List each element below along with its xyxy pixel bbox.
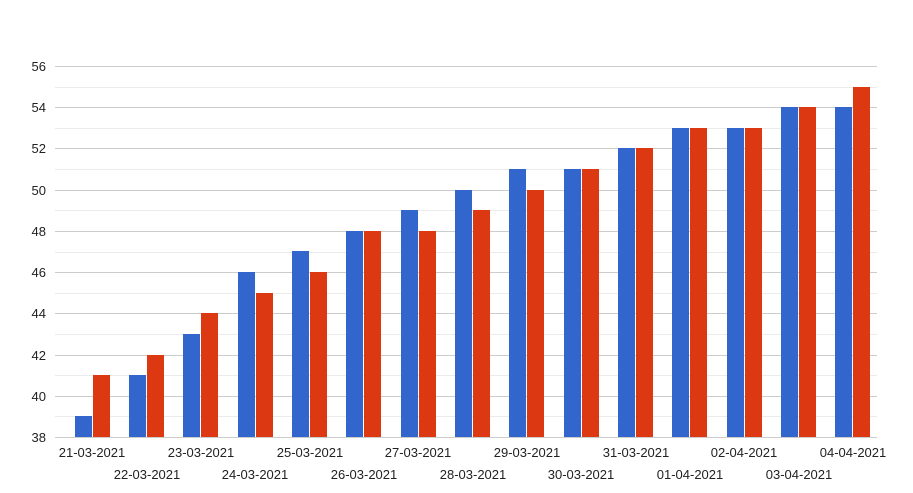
red-series-bar[interactable] bbox=[147, 355, 164, 437]
red-series-bar[interactable] bbox=[636, 148, 653, 437]
x-axis-label: 22-03-2021 bbox=[113, 467, 181, 482]
red-series-bar[interactable] bbox=[310, 272, 327, 437]
blue-series-bar[interactable] bbox=[672, 128, 689, 437]
blue-series-bar[interactable] bbox=[618, 148, 635, 437]
x-axis-label: 30-03-2021 bbox=[547, 467, 615, 482]
y-axis-label: 38 bbox=[31, 430, 46, 445]
blue-series-bar[interactable] bbox=[455, 190, 472, 437]
x-axis-label: 02-04-2021 bbox=[710, 445, 778, 460]
blue-series-bar[interactable] bbox=[129, 375, 146, 437]
blue-series-bar[interactable] bbox=[564, 169, 581, 437]
y-axis-label: 52 bbox=[31, 141, 46, 156]
minor-gridline bbox=[55, 169, 877, 170]
major-gridline bbox=[55, 107, 877, 108]
x-axis-label: 28-03-2021 bbox=[439, 467, 507, 482]
red-series-bar[interactable] bbox=[799, 107, 816, 437]
red-series-bar[interactable] bbox=[473, 210, 490, 437]
red-series-bar[interactable] bbox=[853, 87, 870, 437]
red-series-bar[interactable] bbox=[419, 231, 436, 437]
blue-series-bar[interactable] bbox=[75, 416, 92, 437]
minor-gridline bbox=[55, 87, 877, 88]
red-series-bar[interactable] bbox=[582, 169, 599, 437]
blue-series-bar[interactable] bbox=[781, 107, 798, 437]
blue-series-bar[interactable] bbox=[727, 128, 744, 437]
y-axis-label: 48 bbox=[31, 224, 46, 239]
plot-area bbox=[55, 66, 877, 438]
red-series-bar[interactable] bbox=[364, 231, 381, 437]
red-series-bar[interactable] bbox=[745, 128, 762, 437]
x-axis-label: 29-03-2021 bbox=[493, 445, 561, 460]
red-series-bar[interactable] bbox=[527, 190, 544, 437]
blue-series-bar[interactable] bbox=[509, 169, 526, 437]
y-axis-label: 56 bbox=[31, 59, 46, 74]
x-axis-label: 24-03-2021 bbox=[221, 467, 289, 482]
x-axis-label: 25-03-2021 bbox=[276, 445, 344, 460]
blue-series-bar[interactable] bbox=[238, 272, 255, 437]
red-series-bar[interactable] bbox=[256, 293, 273, 437]
x-axis-label: 04-04-2021 bbox=[819, 445, 887, 460]
x-axis-label: 21-03-2021 bbox=[58, 445, 126, 460]
blue-series-bar[interactable] bbox=[183, 334, 200, 437]
major-gridline bbox=[55, 148, 877, 149]
blue-series-bar[interactable] bbox=[835, 107, 852, 437]
blue-series-bar[interactable] bbox=[292, 251, 309, 437]
y-axis-label: 46 bbox=[31, 265, 46, 280]
y-axis-label: 50 bbox=[31, 183, 46, 198]
y-axis-label: 54 bbox=[31, 100, 46, 115]
x-axis-label: 01-04-2021 bbox=[656, 467, 724, 482]
y-axis-label: 44 bbox=[31, 306, 46, 321]
red-series-bar[interactable] bbox=[93, 375, 110, 437]
x-axis-label: 03-04-2021 bbox=[765, 467, 833, 482]
major-gridline bbox=[55, 437, 877, 438]
x-axis-label: 23-03-2021 bbox=[167, 445, 235, 460]
red-series-bar[interactable] bbox=[201, 313, 218, 437]
x-axis-label: 26-03-2021 bbox=[330, 467, 398, 482]
x-axis-label: 31-03-2021 bbox=[602, 445, 670, 460]
y-axis-label: 40 bbox=[31, 389, 46, 404]
major-gridline bbox=[55, 66, 877, 67]
blue-series-bar[interactable] bbox=[346, 231, 363, 437]
blue-series-bar[interactable] bbox=[401, 210, 418, 437]
y-axis-label: 42 bbox=[31, 348, 46, 363]
red-series-bar[interactable] bbox=[690, 128, 707, 437]
x-axis-label: 27-03-2021 bbox=[384, 445, 452, 460]
minor-gridline bbox=[55, 128, 877, 129]
